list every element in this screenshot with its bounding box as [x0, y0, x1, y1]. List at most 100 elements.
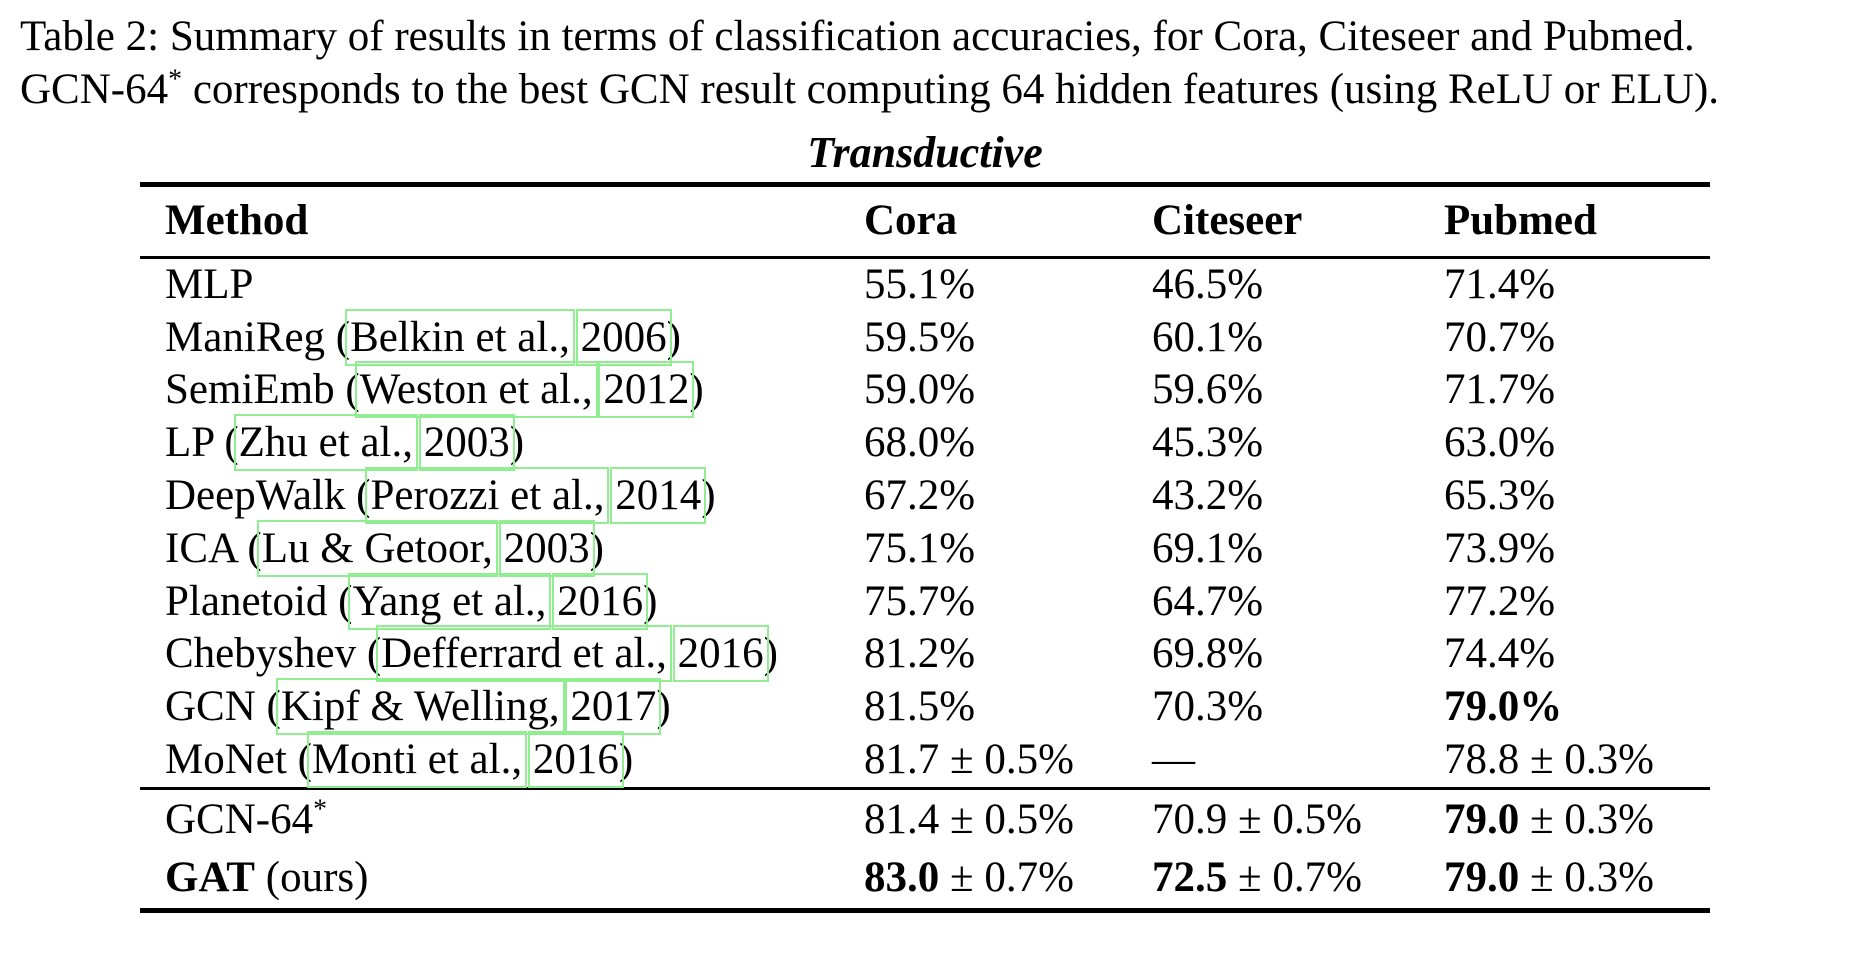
citation-link[interactable]: Weston et al.,	[354, 361, 598, 419]
citation-link[interactable]: 2012	[598, 361, 695, 419]
table-row: Chebyshev (Defferrard et al., 2016) 81.2%…	[140, 625, 1710, 683]
pubmed-cell: 77.2%	[1444, 577, 1556, 625]
citation-link[interactable]: 2006	[575, 308, 672, 366]
method-cell: GAT (ours)	[165, 853, 369, 901]
cora-cell: 81.4 ± 0.5%	[864, 795, 1074, 843]
superscript-asterisk: *	[168, 63, 183, 95]
citation-link[interactable]: Yang et al.,	[347, 572, 552, 630]
citation-link[interactable]: 2016	[552, 572, 649, 630]
citeseer-cell: 70.3%	[1152, 683, 1264, 731]
table-caption: Table 2: Summary of results in terms of …	[20, 10, 1720, 116]
cora-cell: 55.1%	[864, 260, 976, 308]
pubmed-cell: 70.7%	[1444, 313, 1556, 361]
cora-cell: 75.1%	[864, 524, 976, 572]
citeseer-cell: 64.7%	[1152, 577, 1264, 625]
method-cell: Planetoid (Yang et al., 2016)	[165, 572, 658, 630]
pubmed-cell: 73.9%	[1444, 524, 1556, 572]
pubmed-cell: 74.4%	[1444, 630, 1556, 678]
table-row: Planetoid (Yang et al., 2016) 75.7% 64.7% 7…	[140, 572, 1710, 630]
cora-cell: 83.0 ± 0.7%	[864, 853, 1074, 901]
citeseer-cell: 70.9 ± 0.5%	[1152, 795, 1362, 843]
citation-link[interactable]: 2017	[565, 678, 662, 736]
cora-cell: 81.7 ± 0.5%	[864, 735, 1074, 783]
cora-cell: 59.5%	[864, 313, 976, 361]
table-row: DeepWalk (Perozzi et al., 2014) 67.2% 43.2…	[140, 466, 1710, 524]
citeseer-cell: 60.1%	[1152, 313, 1264, 361]
citation-link[interactable]: 2016	[672, 625, 769, 683]
pubmed-cell: 65.3%	[1444, 471, 1556, 519]
pubmed-cell: 78.8 ± 0.3%	[1444, 735, 1654, 783]
method-cell: Chebyshev (Defferrard et al., 2016)	[165, 625, 778, 683]
table-rule-top	[140, 182, 1710, 187]
header-cell-cora: Cora	[864, 197, 958, 244]
method-cell: GCN-64*	[165, 793, 328, 843]
pubmed-cell: 79.0 ± 0.3%	[1444, 853, 1654, 901]
bold-value: 83.0	[864, 853, 940, 901]
pubmed-cell: 71.7%	[1444, 366, 1556, 414]
table-row: GAT (ours) 83.0 ± 0.7% 72.5 ± 0.7% 79.0 ± 0…	[140, 849, 1710, 907]
page: { "caption": { "line1": "Table 2: Summar…	[0, 10, 1856, 974]
citation-link[interactable]: Perozzi et al.,	[365, 466, 610, 524]
table-row: MLP 55.1% 46.5% 71.4%	[140, 259, 1710, 312]
citation-link[interactable]: Zhu et al.,	[233, 414, 419, 472]
table-row: MoNet (Monti et al., 2016) 81.7 ± 0.5% — 78…	[140, 730, 1710, 788]
cora-cell: 81.5%	[864, 683, 976, 731]
table-row: LP (Zhu et al., 2003) 68.0% 45.3% 63.0%	[140, 414, 1710, 472]
pubmed-cell: 63.0%	[1444, 419, 1556, 467]
table-footer: GCN-64* 81.4 ± 0.5% 70.9 ± 0.5% 79.0 ± 0.3%…	[140, 790, 1710, 908]
header-row: Method Cora Citeseer Pubmed	[140, 187, 1710, 256]
citeseer-cell: 72.5 ± 0.7%	[1152, 853, 1362, 901]
citeseer-cell: 46.5%	[1152, 260, 1264, 308]
cora-cell: 75.7%	[864, 577, 976, 625]
citeseer-cell: 69.1%	[1152, 524, 1264, 572]
header-cell-method: Method	[165, 197, 309, 244]
citation-link[interactable]: Belkin et al.,	[345, 308, 575, 366]
table-row: ManiReg (Belkin et al., 2006) 59.5% 60.1% 7…	[140, 308, 1710, 366]
table-body: MLP 55.1% 46.5% 71.4% ManiReg (Belkin et al.…	[140, 259, 1710, 788]
method-cell: MLP	[165, 260, 254, 308]
cora-cell: 59.0%	[864, 366, 976, 414]
citeseer-cell: 45.3%	[1152, 419, 1264, 467]
method-cell: ManiReg (Belkin et al., 2006)	[165, 308, 681, 366]
header-cell-pubmed: Pubmed	[1444, 197, 1597, 244]
method-cell: SemiEmb (Weston et al., 2012)	[165, 361, 704, 419]
section-title-transductive: Transductive	[807, 128, 1043, 177]
table-rule-mid	[140, 786, 1710, 790]
citation-link[interactable]: Kipf & Welling,	[275, 678, 565, 736]
citeseer-cell: 59.6%	[1152, 366, 1264, 414]
citation-link[interactable]: 2014	[610, 466, 707, 524]
table-rule-below-header	[140, 255, 1710, 259]
citeseer-cell: —	[1152, 735, 1195, 783]
pubmed-cell: 79.0%	[1444, 681, 1710, 734]
pubmed-cell: 71.4%	[1444, 260, 1556, 308]
citeseer-cell: 69.8%	[1152, 630, 1264, 678]
bold-value: 79.0	[1444, 853, 1520, 901]
citation-link[interactable]: Monti et al.,	[306, 730, 528, 788]
results-table: Method Cora Citeseer Pubmed MLP 55.1% 46.5…	[140, 182, 1710, 913]
pubmed-cell: 79.0 ± 0.3%	[1444, 795, 1654, 843]
table-rule-bottom	[140, 907, 1710, 913]
table-row: SemiEmb (Weston et al., 2012) 59.0% 59.6% 7…	[140, 361, 1710, 419]
citation-link[interactable]: 2003	[498, 519, 595, 577]
citation-link[interactable]: 2003	[418, 414, 515, 472]
citation-link[interactable]: 2016	[527, 730, 624, 788]
caption-line-1: Table 2: Summary of results in terms of …	[20, 13, 1695, 60]
superscript-asterisk: *	[313, 793, 328, 825]
citation-link[interactable]: Lu & Getoor,	[256, 519, 498, 577]
caption-line-2: GCN-64* corresponds to the best GCN resu…	[20, 63, 1720, 113]
header-cell-citeseer: Citeseer	[1152, 197, 1303, 244]
bold-value: 79.0%	[1444, 683, 1563, 731]
table-row: ICA (Lu & Getoor, 2003) 75.1% 69.1% 73.9%	[140, 519, 1710, 577]
method-cell: LP (Zhu et al., 2003)	[165, 414, 525, 472]
citation-link[interactable]: Defferrard et al.,	[376, 625, 672, 683]
bold-value: GAT	[165, 853, 255, 901]
method-cell: MoNet (Monti et al., 2016)	[165, 730, 634, 788]
table-row: GCN-64* 81.4 ± 0.5% 70.9 ± 0.5% 79.0 ± 0.3%	[140, 791, 1710, 849]
cora-cell: 68.0%	[864, 419, 976, 467]
bold-value: 79.0	[1444, 795, 1520, 843]
method-cell: ICA (Lu & Getoor, 2003)	[165, 519, 604, 577]
citeseer-cell: 43.2%	[1152, 471, 1264, 519]
cora-cell: 81.2%	[864, 630, 976, 678]
cora-cell: 67.2%	[864, 471, 976, 519]
table-row: GCN (Kipf & Welling, 2017) 81.5% 70.3% 79.0…	[140, 678, 1710, 736]
